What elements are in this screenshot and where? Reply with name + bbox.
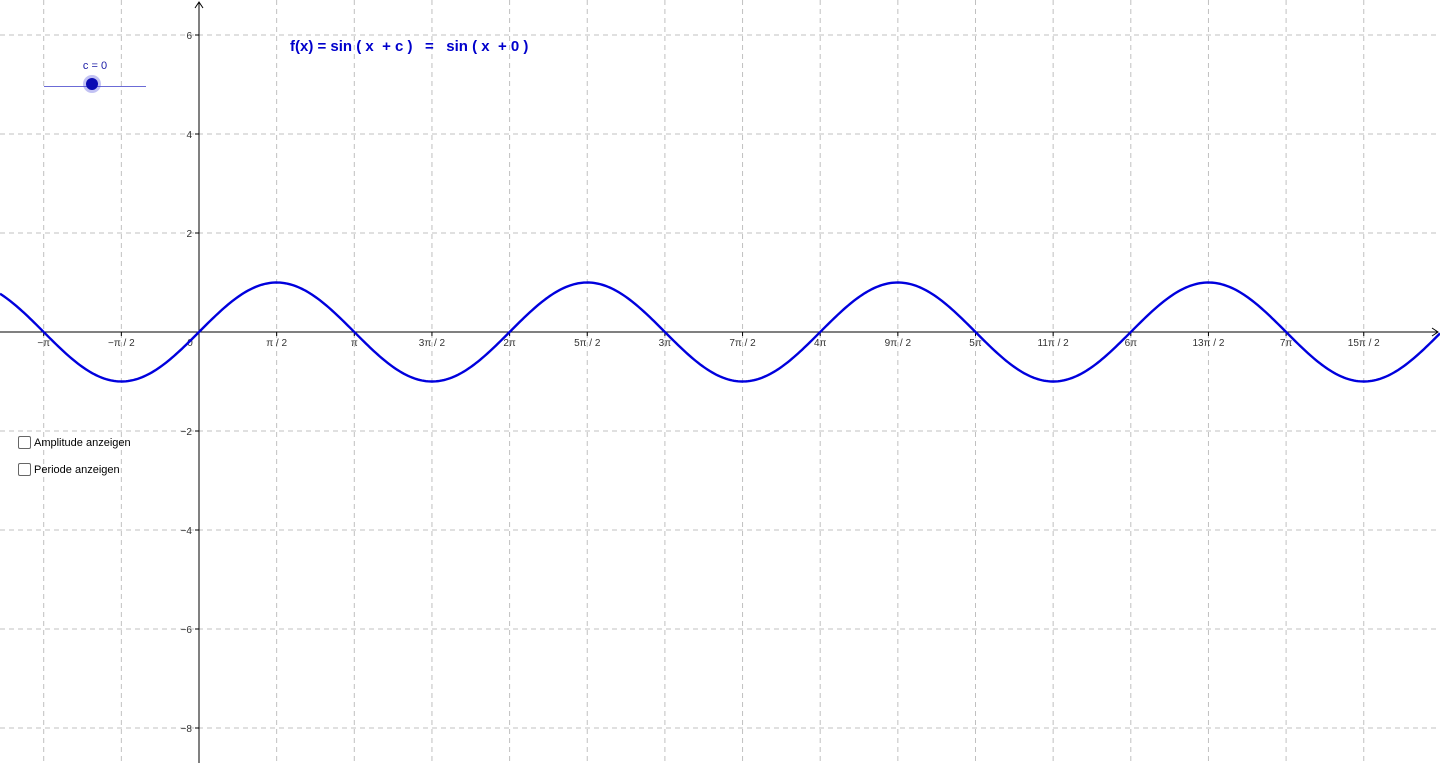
x-tick-label: 13π / 2 [1192, 338, 1224, 349]
amplitude-checkbox-row[interactable]: Amplitude anzeigen [18, 436, 131, 449]
x-tick-label: 11π / 2 [1038, 338, 1070, 349]
y-tick-label: −2 [181, 427, 193, 438]
x-tick-label: 3π [659, 338, 672, 349]
y-tick-label: −4 [181, 526, 193, 537]
amplitude-checkbox[interactable] [18, 436, 31, 449]
x-tick-label: π / 2 [266, 338, 287, 349]
slider-label: c = 0 [82, 60, 108, 72]
x-tick-label: 0 [187, 338, 193, 349]
x-tick-label: 4π [814, 338, 827, 349]
period-checkbox-row[interactable]: Periode anzeigen [18, 463, 120, 476]
x-tick-label: 3π / 2 [419, 338, 446, 349]
y-tick-label: −6 [181, 625, 193, 636]
x-tick-label: π [351, 338, 358, 349]
y-tick-label: −8 [181, 724, 193, 735]
x-tick-label: 5π / 2 [574, 338, 601, 349]
x-tick-label: 6π [1125, 338, 1138, 349]
slider-knob[interactable] [86, 78, 98, 90]
x-tick-label: 2π [503, 338, 516, 349]
c-slider[interactable]: c = 0 [44, 60, 146, 100]
y-tick-label: 6 [186, 31, 192, 42]
y-axis-arrow-icon [194, 1, 204, 9]
x-tick-label: −π [37, 338, 50, 349]
y-tick-label: 4 [186, 130, 192, 141]
x-tick-label: 15π / 2 [1348, 338, 1380, 349]
x-tick-label: 5π [969, 338, 982, 349]
x-tick-label: 9π / 2 [885, 338, 912, 349]
tick-labels: −π −π / 2 0 π / 2 π 3π / 2 2π 5π / 2 3π 7π / 2 4π 9… [37, 31, 1380, 735]
sine-curve [0, 281, 1440, 383]
period-checkbox-label: Periode anzeigen [34, 463, 120, 476]
period-checkbox[interactable] [18, 463, 31, 476]
x-tick-label: 7π / 2 [729, 338, 756, 349]
x-tick-label: 7π [1280, 338, 1293, 349]
x-tick-label: −π / 2 [108, 338, 135, 349]
amplitude-checkbox-label: Amplitude anzeigen [34, 436, 131, 449]
formula-text: f(x) = sin ( x + c ) = sin ( x + 0 ) [290, 38, 529, 55]
y-tick-label: 2 [186, 229, 192, 240]
x-axis-arrow-icon [1431, 327, 1439, 337]
